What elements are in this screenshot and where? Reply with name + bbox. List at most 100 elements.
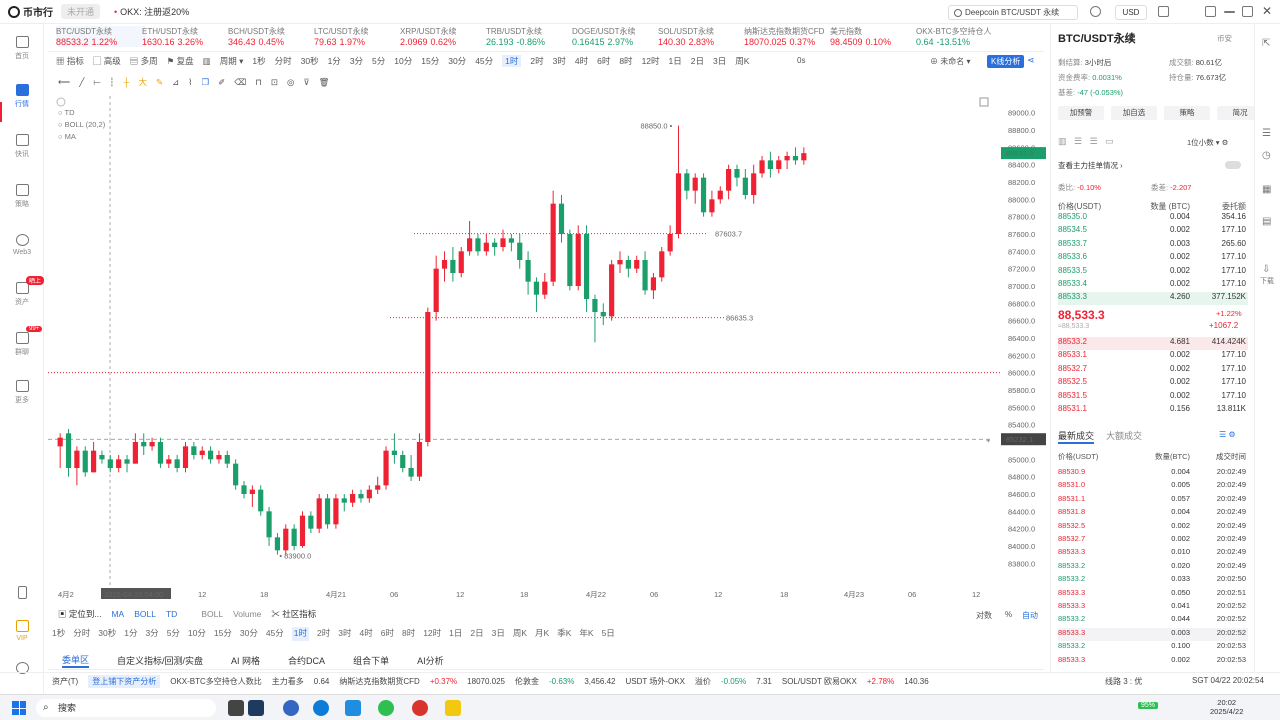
maximize-icon[interactable] bbox=[1242, 6, 1253, 17]
clock[interactable]: 20:02 2025/4/22 bbox=[1210, 698, 1244, 716]
eye-icon[interactable]: ◎ bbox=[287, 76, 295, 87]
timeframe-option[interactable]: 30分 bbox=[448, 56, 467, 66]
nav-chat[interactable]: 群聊 99+ bbox=[0, 326, 44, 357]
candle-type-icon[interactable]: ▥ bbox=[202, 55, 211, 66]
magnet-icon[interactable]: ⊓ bbox=[255, 76, 262, 87]
ticker-item[interactable]: TRB/USDT永续 26.193 -0.86% bbox=[486, 26, 576, 47]
close-icon[interactable]: ✕ bbox=[1262, 4, 1273, 18]
ticker-item[interactable]: XRP/USDT永续 2.0969 0.62% bbox=[400, 26, 490, 47]
timeframe-option[interactable]: 3日 bbox=[713, 56, 727, 66]
status-item[interactable]: +2.78% bbox=[866, 677, 895, 686]
horizontal-line-icon[interactable]: ⟝ bbox=[93, 76, 101, 87]
trade-settings-icon[interactable]: ☰ ⚙ bbox=[1219, 430, 1236, 439]
ticker-item[interactable]: BTC/USDT永续 88533.2 1.22% bbox=[56, 26, 146, 47]
timeframe-option[interactable]: 1日 bbox=[668, 56, 682, 66]
pattern-icon[interactable]: ✎ bbox=[156, 76, 164, 87]
nav-more[interactable]: 更多 bbox=[0, 380, 44, 405]
currency-select[interactable]: USD bbox=[1115, 5, 1147, 20]
bottom-tab[interactable]: 自定义指标/回测/实盘 bbox=[117, 656, 204, 666]
status-item[interactable]: -0.63% bbox=[549, 677, 575, 686]
timeframe-row-option[interactable]: 45分 bbox=[265, 628, 284, 638]
timeframe-option[interactable]: 2时 bbox=[530, 56, 544, 66]
status-item[interactable]: USDT 场外-OKX bbox=[625, 677, 685, 686]
cross-line-icon[interactable]: ⟵ bbox=[58, 76, 71, 87]
timeframe-row-option[interactable]: 15分 bbox=[213, 628, 232, 638]
status-item[interactable]: 伦敦金 bbox=[515, 677, 539, 686]
brush-icon[interactable]: ⌇ bbox=[188, 76, 193, 87]
ticker-item[interactable]: SOL/USDT永续 140.30 2.83% bbox=[658, 26, 748, 47]
timeframe-option[interactable]: 2日 bbox=[690, 56, 704, 66]
nav-vip[interactable]: VIP bbox=[0, 620, 44, 642]
ask-row[interactable]: 88533.4 0.002 177.10 bbox=[1058, 279, 1248, 292]
ticker-item[interactable]: BCH/USDT永续 346.43 0.45% bbox=[228, 26, 318, 47]
add-alert-button[interactable]: 加预警 bbox=[1058, 106, 1104, 120]
status-item[interactable]: OKX-BTC多空持仓人数比 bbox=[170, 677, 262, 686]
ticker-item[interactable]: 美元指数 98.4509 0.10% bbox=[830, 26, 920, 47]
log-scale-toggle[interactable]: 对数 bbox=[976, 611, 992, 620]
timeframe-row-option[interactable]: 分时 bbox=[73, 628, 91, 638]
nav-market[interactable]: 行情 bbox=[0, 84, 44, 109]
timeframe-row-option[interactable]: 3时 bbox=[338, 628, 352, 638]
community-indicator-button[interactable]: ✂ 社区指标 bbox=[271, 609, 317, 619]
timeframe-option[interactable]: 15分 bbox=[421, 56, 440, 66]
bid-row[interactable]: 88532.7 0.002 177.10 bbox=[1058, 364, 1248, 377]
timeframe-row-option[interactable]: 6时 bbox=[380, 628, 394, 638]
okx-notice[interactable]: • OKX: 注册返20% bbox=[114, 7, 190, 17]
depth-precision-select[interactable]: 1位小数 ▾ ⚙ bbox=[1187, 138, 1229, 147]
timeframe-row-option[interactable]: 8时 bbox=[401, 628, 416, 638]
nav-home[interactable]: 首页 bbox=[0, 36, 44, 61]
timeframe-option[interactable]: 10分 bbox=[394, 56, 413, 66]
bid-row[interactable]: 88531.5 0.002 177.10 bbox=[1058, 391, 1248, 404]
locate-button[interactable]: ▣ 定位到... bbox=[58, 609, 102, 619]
timeframe-0s[interactable]: 0s bbox=[797, 56, 806, 65]
tab-latest-trades[interactable]: 最新成交 bbox=[1058, 429, 1095, 444]
ticker-item[interactable]: LTC/USDT永续 79.63 1.97% bbox=[314, 26, 404, 47]
sub-boll[interactable]: BOLL bbox=[201, 609, 224, 619]
doc-icon[interactable]: ▤ bbox=[1262, 216, 1272, 227]
clock-icon[interactable]: ◷ bbox=[1262, 150, 1271, 161]
status-item[interactable]: 7.31 bbox=[756, 677, 772, 686]
indicator-td[interactable]: ○ TD bbox=[58, 108, 75, 117]
timeframe-option[interactable]: 8时 bbox=[619, 56, 633, 66]
status-item[interactable]: -0.05% bbox=[720, 677, 747, 686]
calendar-icon[interactable]: ▦ bbox=[1262, 184, 1272, 195]
advanced-button[interactable]: ▢ 高级 bbox=[92, 56, 121, 66]
ticker-item[interactable]: ETH/USDT永续 1630.16 3.26% bbox=[142, 26, 232, 47]
bid-row[interactable]: 88531.1 0.156 13.811K bbox=[1058, 404, 1248, 417]
tag-td[interactable]: TD bbox=[165, 609, 178, 619]
timeframe-row-option[interactable]: 30分 bbox=[239, 628, 258, 638]
timeframe-row-option[interactable]: 30秒 bbox=[98, 628, 117, 638]
status-item[interactable]: 纳斯达克指数期货CFD bbox=[339, 677, 420, 686]
bottom-tab[interactable]: 合约DCA bbox=[288, 656, 326, 666]
timeframe-option[interactable]: 30秒 bbox=[300, 56, 319, 66]
ask-row[interactable]: 88534.5 0.002 177.10 bbox=[1058, 225, 1248, 238]
timeframe-row-option[interactable]: 5分 bbox=[166, 628, 180, 638]
crosshair-plus-icon[interactable]: + bbox=[986, 436, 991, 445]
timeframe-row-option[interactable]: 年K bbox=[579, 628, 594, 638]
ticker-item[interactable]: DOGE/USDT永续 0.16415 2.97% bbox=[572, 26, 662, 47]
status-item[interactable]: 3,456.42 bbox=[584, 677, 616, 686]
timeframe-option[interactable]: 周K bbox=[735, 56, 750, 66]
timeframe-option[interactable]: 3时 bbox=[552, 56, 566, 66]
nav-strategy[interactable]: 策略 bbox=[0, 184, 44, 209]
chart-settings-icon[interactable] bbox=[56, 97, 66, 107]
search-input[interactable]: Deepcoin BTC/USDT 永续 bbox=[948, 5, 1078, 20]
timeframe-option[interactable]: 5分 bbox=[372, 56, 386, 66]
summary-button[interactable]: 简况 bbox=[1217, 106, 1263, 120]
indicator-boll[interactable]: ○ BOLL (20,2) bbox=[58, 120, 106, 129]
copy-icon[interactable]: ❐ bbox=[201, 76, 210, 87]
status-item[interactable]: 140.36 bbox=[904, 677, 929, 686]
ticker-item[interactable]: 纳斯达克指数期货CFD 18070.025 0.37% bbox=[744, 26, 834, 47]
taskbar-search[interactable]: ⌕ 搜索 bbox=[36, 699, 216, 717]
timeframe-option[interactable]: 3分 bbox=[349, 56, 364, 66]
add-watchlist-button[interactable]: 加自选 bbox=[1111, 106, 1157, 120]
timeframe-row-option[interactable]: 1分 bbox=[124, 628, 138, 638]
ask-row[interactable]: 88533.3 4.260 377.152K bbox=[1058, 292, 1248, 306]
nav-assets[interactable]: 资产 晒上 bbox=[0, 276, 44, 307]
timeframe-row-option[interactable]: 月K bbox=[535, 628, 550, 638]
assets-label[interactable]: 资产(T) bbox=[52, 677, 79, 686]
timeframe-row-option[interactable]: 1秒 bbox=[52, 628, 66, 638]
timeframe-row-option[interactable]: 1日 bbox=[449, 628, 463, 638]
share-chart-icon[interactable]: ⋖ bbox=[1027, 55, 1035, 65]
timeframe-row-option[interactable]: 2日 bbox=[470, 628, 484, 638]
